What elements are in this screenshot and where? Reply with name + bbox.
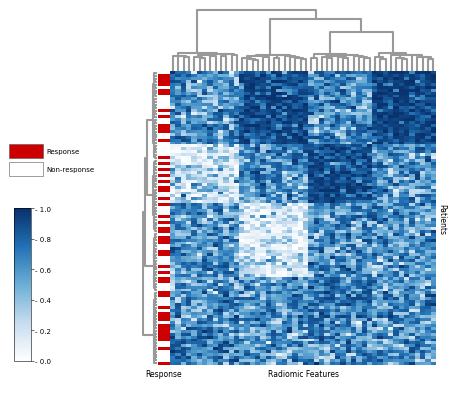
Text: Patients: Patients [438,203,447,234]
Text: Response: Response [46,148,80,154]
Text: Radiomic Features: Radiomic Features [268,369,339,378]
Text: Response: Response [146,369,182,378]
Text: Non-response: Non-response [46,166,95,172]
